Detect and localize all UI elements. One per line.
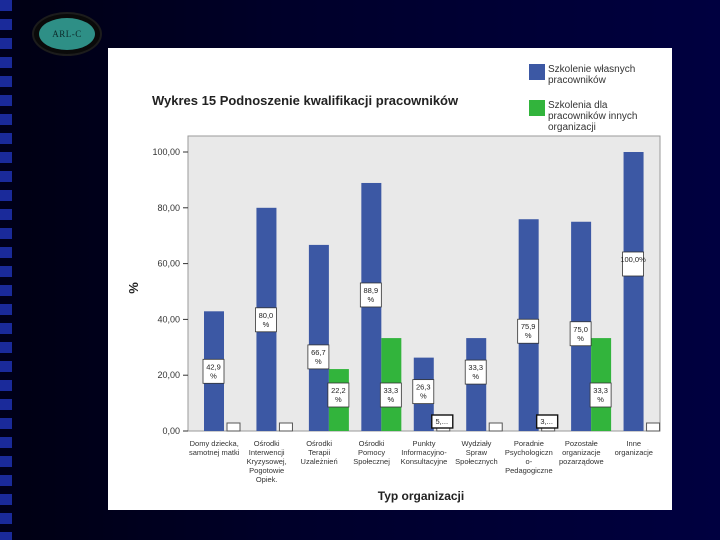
chart-title: Wykres 15 Podnoszenie kwalifikacji praco… [152,93,459,108]
x-tick-label: Terapii [308,448,330,457]
data-label-unit: % [387,395,394,404]
data-label: 66,7 [311,348,326,357]
x-tick-label: Domy dziecka, [190,439,239,448]
data-label-unit: % [472,372,479,381]
data-label: 26,3 [416,383,431,392]
data-label: 42,9 [206,362,221,371]
bar-series-2-empty [646,422,661,432]
y-tick-label: 100,00 [152,147,180,157]
film-strip-decoration [0,0,20,540]
data-label-box [255,307,277,333]
data-label-unit: % [315,357,322,366]
x-tick-label: Ośrodki [359,439,385,448]
data-label-box [327,382,350,408]
data-label-box [412,379,435,405]
y-axis-label: % [126,282,141,294]
data-label: 80,0 [259,311,274,320]
data-label-box [517,318,540,344]
data-label-box [622,251,644,277]
data-label-box [535,414,559,429]
data-label-box [307,344,330,370]
x-tick-label: samotnej matki [189,448,240,457]
data-label: 75,9 [521,322,536,331]
x-tick-label: Poradnie [514,439,544,448]
data-label-box [359,282,382,308]
x-tick-label: Pogotowie [249,466,284,475]
legend-label-line: Szkolenie własnych [548,64,635,75]
y-tick-label: 40,00 [157,314,180,324]
legend-label-line: pracowników innych [548,111,638,122]
data-label: 75,0 [573,325,588,334]
x-tick-label: Wydziały [461,439,491,448]
x-tick-label: Psychologiczn [505,448,553,457]
data-label-box [202,358,225,384]
bar-series-2-empty [278,422,293,432]
legend-label-line: Szkolenia dla [548,100,608,111]
data-label: 5,... [436,417,449,426]
x-tick-label: Spraw [466,448,488,457]
data-label: 100,0% [620,255,646,264]
x-tick-label: Ośrodki [306,439,332,448]
x-tick-label: Społecznej [353,457,390,466]
data-label-unit: % [335,395,342,404]
x-tick-label: Interwencji [249,448,285,457]
x-tick-label: Informacyjno- [401,448,447,457]
data-label-box [589,382,612,408]
data-label-unit: % [367,295,374,304]
x-tick-label: organizacje [562,448,600,457]
legend-label-2: Szkolenia dla pracowników innych organizac… [548,100,638,133]
y-tick-label: 60,00 [157,259,180,269]
data-label-box [464,359,487,385]
data-label: 22,2 [331,386,346,395]
data-label: 33,3 [384,386,399,395]
x-tick-label: Kryzysowej, [247,457,287,466]
data-label: 33,3 [593,386,608,395]
legend-label-line: organizacji [548,122,596,133]
data-label-unit: % [525,331,532,340]
data-label-unit: % [263,320,270,329]
legend-label-1: Szkolenie własnych pracowników [548,64,635,86]
x-tick-label: Pedagogiczne [505,466,553,475]
data-label: 88,9 [364,286,379,295]
bar-series-1 [466,338,487,431]
y-tick-label: 0,00 [162,426,180,436]
chart-panel: Wykres 15 Podnoszenie kwalifikacji praco… [108,48,672,510]
data-label-box [431,414,454,429]
x-tick-label: pozarządowe [559,457,604,466]
bar-series-2-empty [226,422,241,432]
x-tick-label: Inne [626,439,641,448]
bar-series-1 [308,244,329,431]
x-tick-label: o- [526,457,533,466]
data-label-unit: % [210,371,217,380]
x-tick-label: Społecznych [455,457,498,466]
bar-series-1 [623,152,644,431]
logo: ARL-C [32,12,102,56]
y-tick-label: 80,00 [157,203,180,213]
logo-text: ARL-C [39,18,95,50]
x-tick-label: Konsultacyjne [401,457,448,466]
data-label-box [379,382,402,408]
x-tick-label: organizacje [615,448,653,457]
x-tick-label: Opiek. [256,475,278,484]
data-label: 3,... [540,417,553,426]
x-tick-label: Pozostałe [565,439,598,448]
data-label-unit: % [577,334,584,343]
bar-chart: Wykres 15 Podnoszenie kwalifikacji praco… [126,64,661,503]
x-tick-label: Uzależnień [301,457,338,466]
data-label-box [569,321,592,347]
data-label-unit: % [597,395,604,404]
x-tick-label: Pomocy [358,448,385,457]
legend-swatch-1 [529,64,545,80]
x-tick-label: Ośrodki [254,439,280,448]
legend-swatch-2 [529,100,545,116]
y-tick-label: 20,00 [157,370,180,380]
legend-label-line: pracowników [548,75,607,86]
data-label-unit: % [420,392,427,401]
x-tick-label: Punkty [413,439,436,448]
bar-series-2-empty [488,422,503,432]
data-label: 33,3 [468,363,483,372]
x-axis-label: Typ organizacji [378,489,464,503]
